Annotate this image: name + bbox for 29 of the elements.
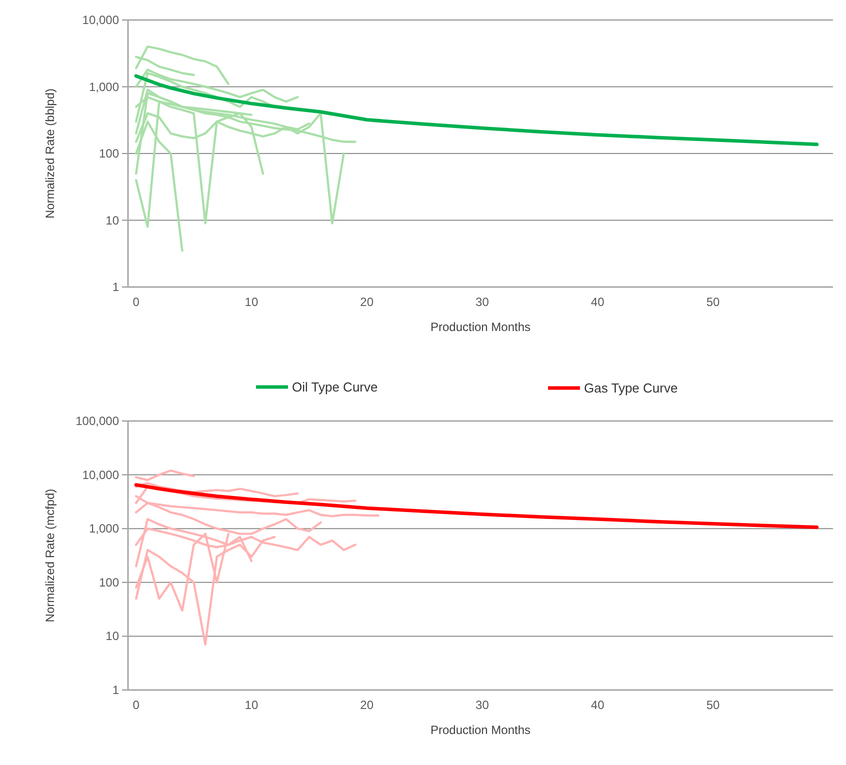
y-axis-title: Normalized Rate (mcfpd) xyxy=(43,488,57,622)
x-tick-label: 40 xyxy=(590,295,605,309)
y-tick-label: 1 xyxy=(112,683,120,697)
y-tick-label: 10,000 xyxy=(82,468,120,482)
y-tick-label: 1,000 xyxy=(88,522,120,536)
x-tick-label: 30 xyxy=(476,698,490,712)
x-tick-label: 50 xyxy=(706,295,720,309)
y-axis-title: Normalized Rate (bblpd) xyxy=(43,88,57,219)
legend-label: Gas Type Curve xyxy=(584,380,678,396)
y-tick-label: 1,000 xyxy=(88,80,120,94)
x-axis-title: Production Months xyxy=(430,723,531,737)
y-tick-label: 100,000 xyxy=(76,414,120,428)
x-axis-title: Production Months xyxy=(430,320,531,334)
x-tick-label: 20 xyxy=(360,295,374,309)
x-tick-label: 50 xyxy=(706,698,720,712)
x-tick-label: 40 xyxy=(590,698,605,712)
y-tick-label: 10 xyxy=(106,213,120,228)
x-tick-label: 0 xyxy=(132,698,140,712)
y-tick-label: 100 xyxy=(98,146,120,160)
y-tick-label: 10,000 xyxy=(82,13,120,27)
y-tick-label: 100 xyxy=(98,575,120,590)
legend-label: Oil Type Curve xyxy=(292,380,378,394)
x-tick-label: 10 xyxy=(244,698,258,712)
y-tick-label: 10 xyxy=(106,629,120,644)
y-tick-label: 1 xyxy=(112,280,120,294)
x-tick-label: 20 xyxy=(360,698,374,712)
x-tick-label: 0 xyxy=(132,295,140,309)
x-tick-label: 10 xyxy=(244,295,258,309)
x-tick-label: 30 xyxy=(476,295,490,309)
